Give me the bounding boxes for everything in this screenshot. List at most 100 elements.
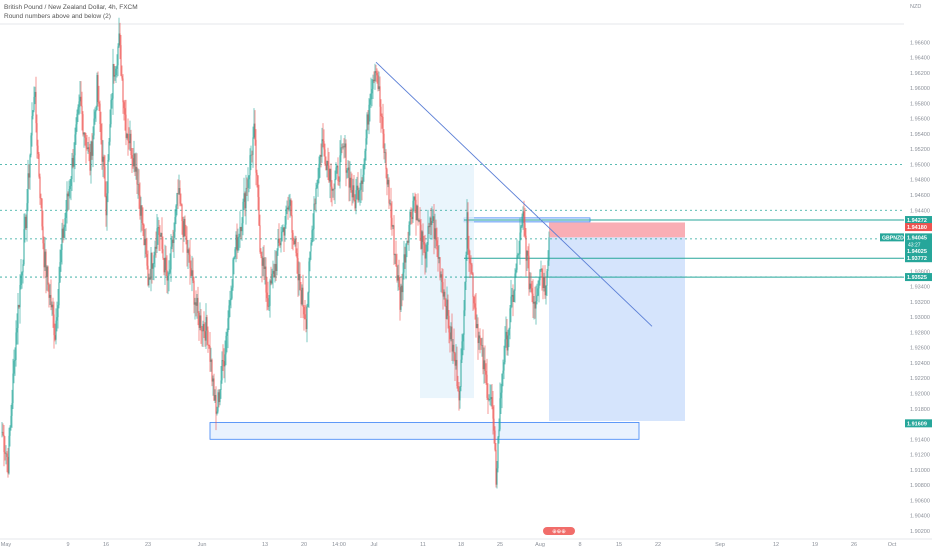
candle-body — [458, 391, 460, 401]
candle-body — [181, 204, 183, 222]
candle-body — [169, 269, 171, 273]
candle-body — [388, 179, 390, 204]
y-tick-label: 1.91200 — [910, 453, 930, 459]
x-tick-label: 16 — [103, 542, 109, 548]
candle-body — [444, 291, 446, 306]
candle-body — [178, 188, 180, 194]
candle-body — [223, 361, 225, 367]
candle-body — [19, 284, 21, 308]
candle-body — [238, 236, 240, 238]
candle-body — [41, 198, 43, 227]
candle-body — [195, 302, 197, 306]
currency-label: NZD — [910, 4, 921, 10]
candle-body — [425, 251, 427, 259]
candle-body — [184, 219, 186, 237]
candle-body — [335, 167, 337, 179]
candle-body — [3, 435, 5, 453]
candle-body — [320, 154, 322, 157]
candle-body — [75, 124, 77, 135]
candle-body — [267, 298, 269, 307]
candle-body — [186, 239, 188, 253]
candle-body — [468, 248, 470, 259]
candle-body — [460, 359, 462, 387]
candle-body — [262, 257, 264, 266]
candle-body — [206, 317, 208, 331]
candle-body — [405, 243, 407, 263]
y-tick-label: 1.91400 — [910, 437, 930, 443]
candle-body — [522, 211, 524, 217]
candle-body — [544, 277, 546, 296]
candle-body — [370, 93, 372, 100]
candle-body — [499, 398, 501, 430]
x-tick-label: 11 — [420, 542, 426, 548]
candle-body — [509, 308, 511, 329]
candle-body — [2, 431, 4, 436]
y-tick-label: 1.95000 — [910, 162, 930, 168]
candle-body — [441, 274, 443, 283]
candle-body — [487, 397, 489, 400]
candle-body — [254, 123, 256, 140]
candle-body — [28, 173, 30, 178]
candle-body — [304, 314, 306, 320]
candle-body — [535, 301, 537, 309]
candle-body — [495, 449, 497, 485]
price-tag-bg — [905, 254, 932, 263]
candle-body — [463, 310, 465, 335]
x-tick-label: 15 — [616, 542, 622, 548]
candle-body — [296, 253, 298, 259]
candle-body — [88, 147, 90, 153]
candle-body — [226, 332, 228, 336]
candle-body — [191, 270, 193, 276]
candle-body — [261, 256, 263, 266]
candle-body — [443, 291, 445, 297]
candle-body — [526, 250, 528, 261]
candle-body — [473, 296, 475, 304]
candle-body — [202, 324, 204, 332]
candle-body — [382, 117, 384, 134]
candle-body — [192, 270, 194, 281]
candle-body — [119, 33, 121, 46]
candle-body — [265, 266, 267, 293]
x-tick-label: 19 — [812, 542, 818, 548]
candle-body — [430, 217, 432, 225]
candle-body — [32, 110, 34, 116]
candle-body — [274, 263, 276, 278]
candle-body — [155, 246, 157, 249]
candle-body — [426, 244, 428, 252]
candle-body — [10, 415, 12, 428]
candle-body — [332, 188, 334, 191]
x-tick-label: 14:00 — [332, 542, 346, 548]
candle-body — [245, 187, 247, 209]
y-tick-label: 1.96200 — [910, 71, 930, 77]
candle-body — [284, 224, 286, 236]
candle-body — [542, 277, 544, 289]
candle-body — [423, 241, 425, 245]
candle-body — [301, 287, 303, 305]
demand-zone — [209, 422, 640, 440]
candle-body — [448, 315, 450, 333]
candle-body — [76, 113, 78, 125]
candle-body — [87, 147, 89, 149]
y-tick-label: 1.95600 — [910, 117, 930, 123]
y-tick-label: 1.92800 — [910, 330, 930, 336]
candle-body — [346, 170, 348, 173]
candle-body — [376, 72, 378, 76]
candle-body — [456, 359, 458, 387]
candle-body — [255, 139, 257, 173]
candle-body — [451, 326, 453, 352]
candle-body — [480, 338, 482, 346]
candle-body — [537, 288, 539, 296]
candle-body — [230, 298, 232, 301]
candle-body — [62, 228, 64, 238]
candle-body — [123, 102, 125, 109]
candle-body — [312, 228, 314, 231]
candle-body — [129, 133, 131, 144]
candle-body — [387, 179, 389, 185]
candle-body — [124, 108, 126, 115]
candle-body — [249, 155, 251, 176]
candle-body — [131, 155, 133, 159]
candle-body — [326, 160, 328, 171]
candle-body — [92, 135, 94, 156]
